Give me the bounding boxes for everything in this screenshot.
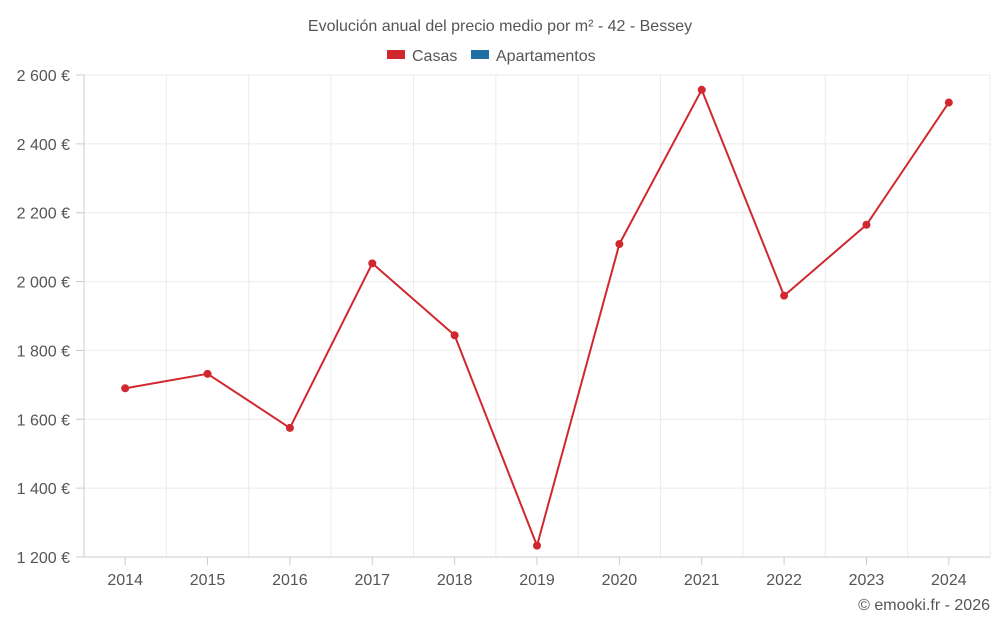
y-tick-label: 1 200 € — [17, 550, 70, 567]
y-tick-label: 2 600 € — [17, 68, 70, 85]
x-tick-label: 2022 — [766, 572, 802, 589]
data-point[interactable] — [533, 541, 541, 550]
legend-swatch-casas — [387, 50, 405, 59]
legend-swatch-apartamentos — [471, 50, 489, 59]
x-tick-label: 2014 — [107, 572, 143, 589]
data-point[interactable] — [203, 369, 212, 378]
x-tick-label: 2018 — [437, 572, 473, 589]
x-tick-label: 2019 — [519, 572, 555, 589]
x-tick-label: 2021 — [684, 572, 720, 589]
data-point[interactable] — [450, 331, 459, 340]
data-point[interactable] — [615, 240, 624, 249]
x-tick-label: 2017 — [354, 572, 390, 589]
data-point[interactable] — [862, 220, 871, 229]
chart-title: Evolución anual del precio medio por m² … — [308, 18, 692, 35]
x-axis-ticks: 2014 2015 2016 2017 2018 2019 2020 2021 2022 2023… — [107, 557, 967, 589]
x-tick-label: 2016 — [272, 572, 308, 589]
y-tick-label: 1 800 € — [17, 343, 70, 360]
footer-credit: © emooki.fr - 2026 — [858, 597, 990, 614]
x-tick-label: 2015 — [190, 572, 226, 589]
y-tick-label: 2 400 € — [17, 137, 70, 154]
chart-legend: Casas Apartamentos — [387, 48, 596, 65]
y-tick-label: 2 200 € — [17, 206, 70, 223]
data-point[interactable] — [368, 259, 377, 268]
data-point[interactable] — [944, 98, 953, 107]
legend-label-casas[interactable]: Casas — [412, 48, 457, 65]
x-tick-label: 2023 — [849, 572, 885, 589]
legend-label-apartamentos[interactable]: Apartamentos — [496, 48, 596, 65]
y-tick-label: 1 400 € — [17, 481, 70, 498]
data-point[interactable] — [697, 85, 706, 94]
y-tick-label: 2 000 € — [17, 275, 70, 292]
y-axis-ticks: 1 200 € 1 400 € 1 600 € 1 800 € 2 000 € 2 200… — [17, 68, 84, 567]
y-tick-label: 1 600 € — [17, 412, 70, 429]
grid-lines — [83, 74, 991, 557]
axes — [83, 75, 990, 558]
x-tick-label: 2024 — [931, 572, 967, 589]
series-casas — [121, 85, 953, 550]
data-point[interactable] — [285, 423, 294, 432]
x-tick-label: 2020 — [602, 572, 638, 589]
data-point[interactable] — [780, 291, 789, 300]
data-point[interactable] — [121, 384, 130, 393]
